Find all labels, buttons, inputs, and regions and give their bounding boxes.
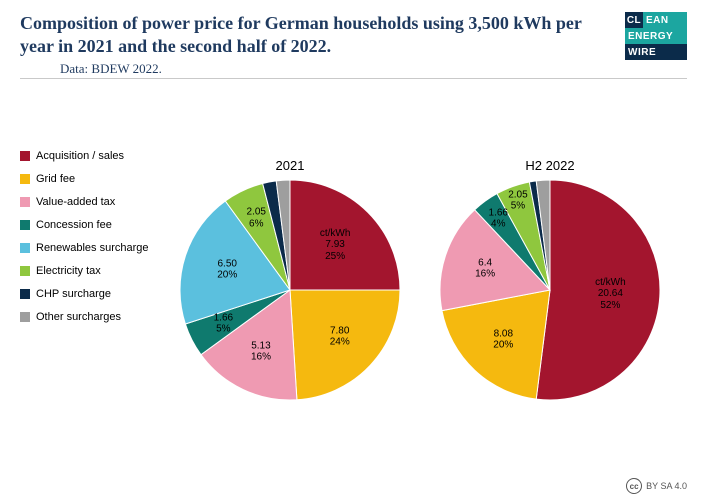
legend-label: Renewables surcharge — [36, 242, 149, 254]
legend-label: Grid fee — [36, 173, 75, 185]
legend-item: Other surcharges — [20, 311, 150, 323]
divider — [20, 78, 687, 79]
legend-label: Acquisition / sales — [36, 150, 124, 162]
license-text: BY SA 4.0 — [646, 481, 687, 491]
pie-title: 2021 — [180, 158, 400, 173]
header: Composition of power price for German ho… — [20, 12, 612, 77]
legend-item: CHP surcharge — [20, 288, 150, 300]
brand-logo: CL EAN ENERGY WIRE — [625, 12, 687, 60]
slice-label: 2.05 6% — [247, 207, 266, 230]
slice-label: 6.4 16% — [475, 257, 495, 280]
slice-label: ct/kWh 20.64 52% — [595, 277, 626, 312]
legend-label: Value-added tax — [36, 196, 115, 208]
slice-label: 6.50 20% — [217, 258, 237, 281]
legend-label: Concession fee — [36, 219, 112, 231]
logo-text: CL — [625, 12, 643, 28]
legend-swatch — [20, 243, 30, 253]
slice-label: 1.66 5% — [214, 312, 233, 335]
chart-area: Acquisition / sales Grid fee Value-added t… — [0, 100, 707, 460]
legend-label: CHP surcharge — [36, 288, 111, 300]
legend-item: Electricity tax — [20, 265, 150, 277]
slice-label: 2.05 5% — [508, 189, 527, 212]
data-source: Data: BDEW 2022. — [60, 61, 612, 77]
logo-text: WIRE — [625, 44, 687, 60]
legend-swatch — [20, 289, 30, 299]
legend: Acquisition / sales Grid fee Value-added t… — [20, 150, 150, 334]
slice-label: 5.13 16% — [251, 340, 271, 363]
legend-label: Electricity tax — [36, 265, 101, 277]
legend-swatch — [20, 312, 30, 322]
page-title: Composition of power price for German ho… — [20, 12, 612, 57]
slice-label: ct/kWh 7.93 25% — [320, 228, 351, 263]
slice-label: 7.80 24% — [330, 325, 350, 348]
legend-item: Grid fee — [20, 173, 150, 185]
legend-swatch — [20, 174, 30, 184]
cc-icon: cc — [626, 478, 642, 494]
legend-item: Acquisition / sales — [20, 150, 150, 162]
legend-label: Other surcharges — [36, 311, 121, 323]
pie-title: H2 2022 — [440, 158, 660, 173]
legend-swatch — [20, 197, 30, 207]
legend-swatch — [20, 266, 30, 276]
slice-label: 8.08 20% — [493, 328, 513, 351]
legend-item: Value-added tax — [20, 196, 150, 208]
legend-swatch — [20, 220, 30, 230]
legend-swatch — [20, 151, 30, 161]
license-footer: cc BY SA 4.0 — [626, 478, 687, 494]
slice-label: 1.66 4% — [489, 207, 508, 230]
logo-text: EAN — [643, 12, 687, 28]
logo-text: ENERGY — [625, 28, 687, 44]
page: Composition of power price for German ho… — [0, 0, 707, 500]
legend-item: Renewables surcharge — [20, 242, 150, 254]
legend-item: Concession fee — [20, 219, 150, 231]
